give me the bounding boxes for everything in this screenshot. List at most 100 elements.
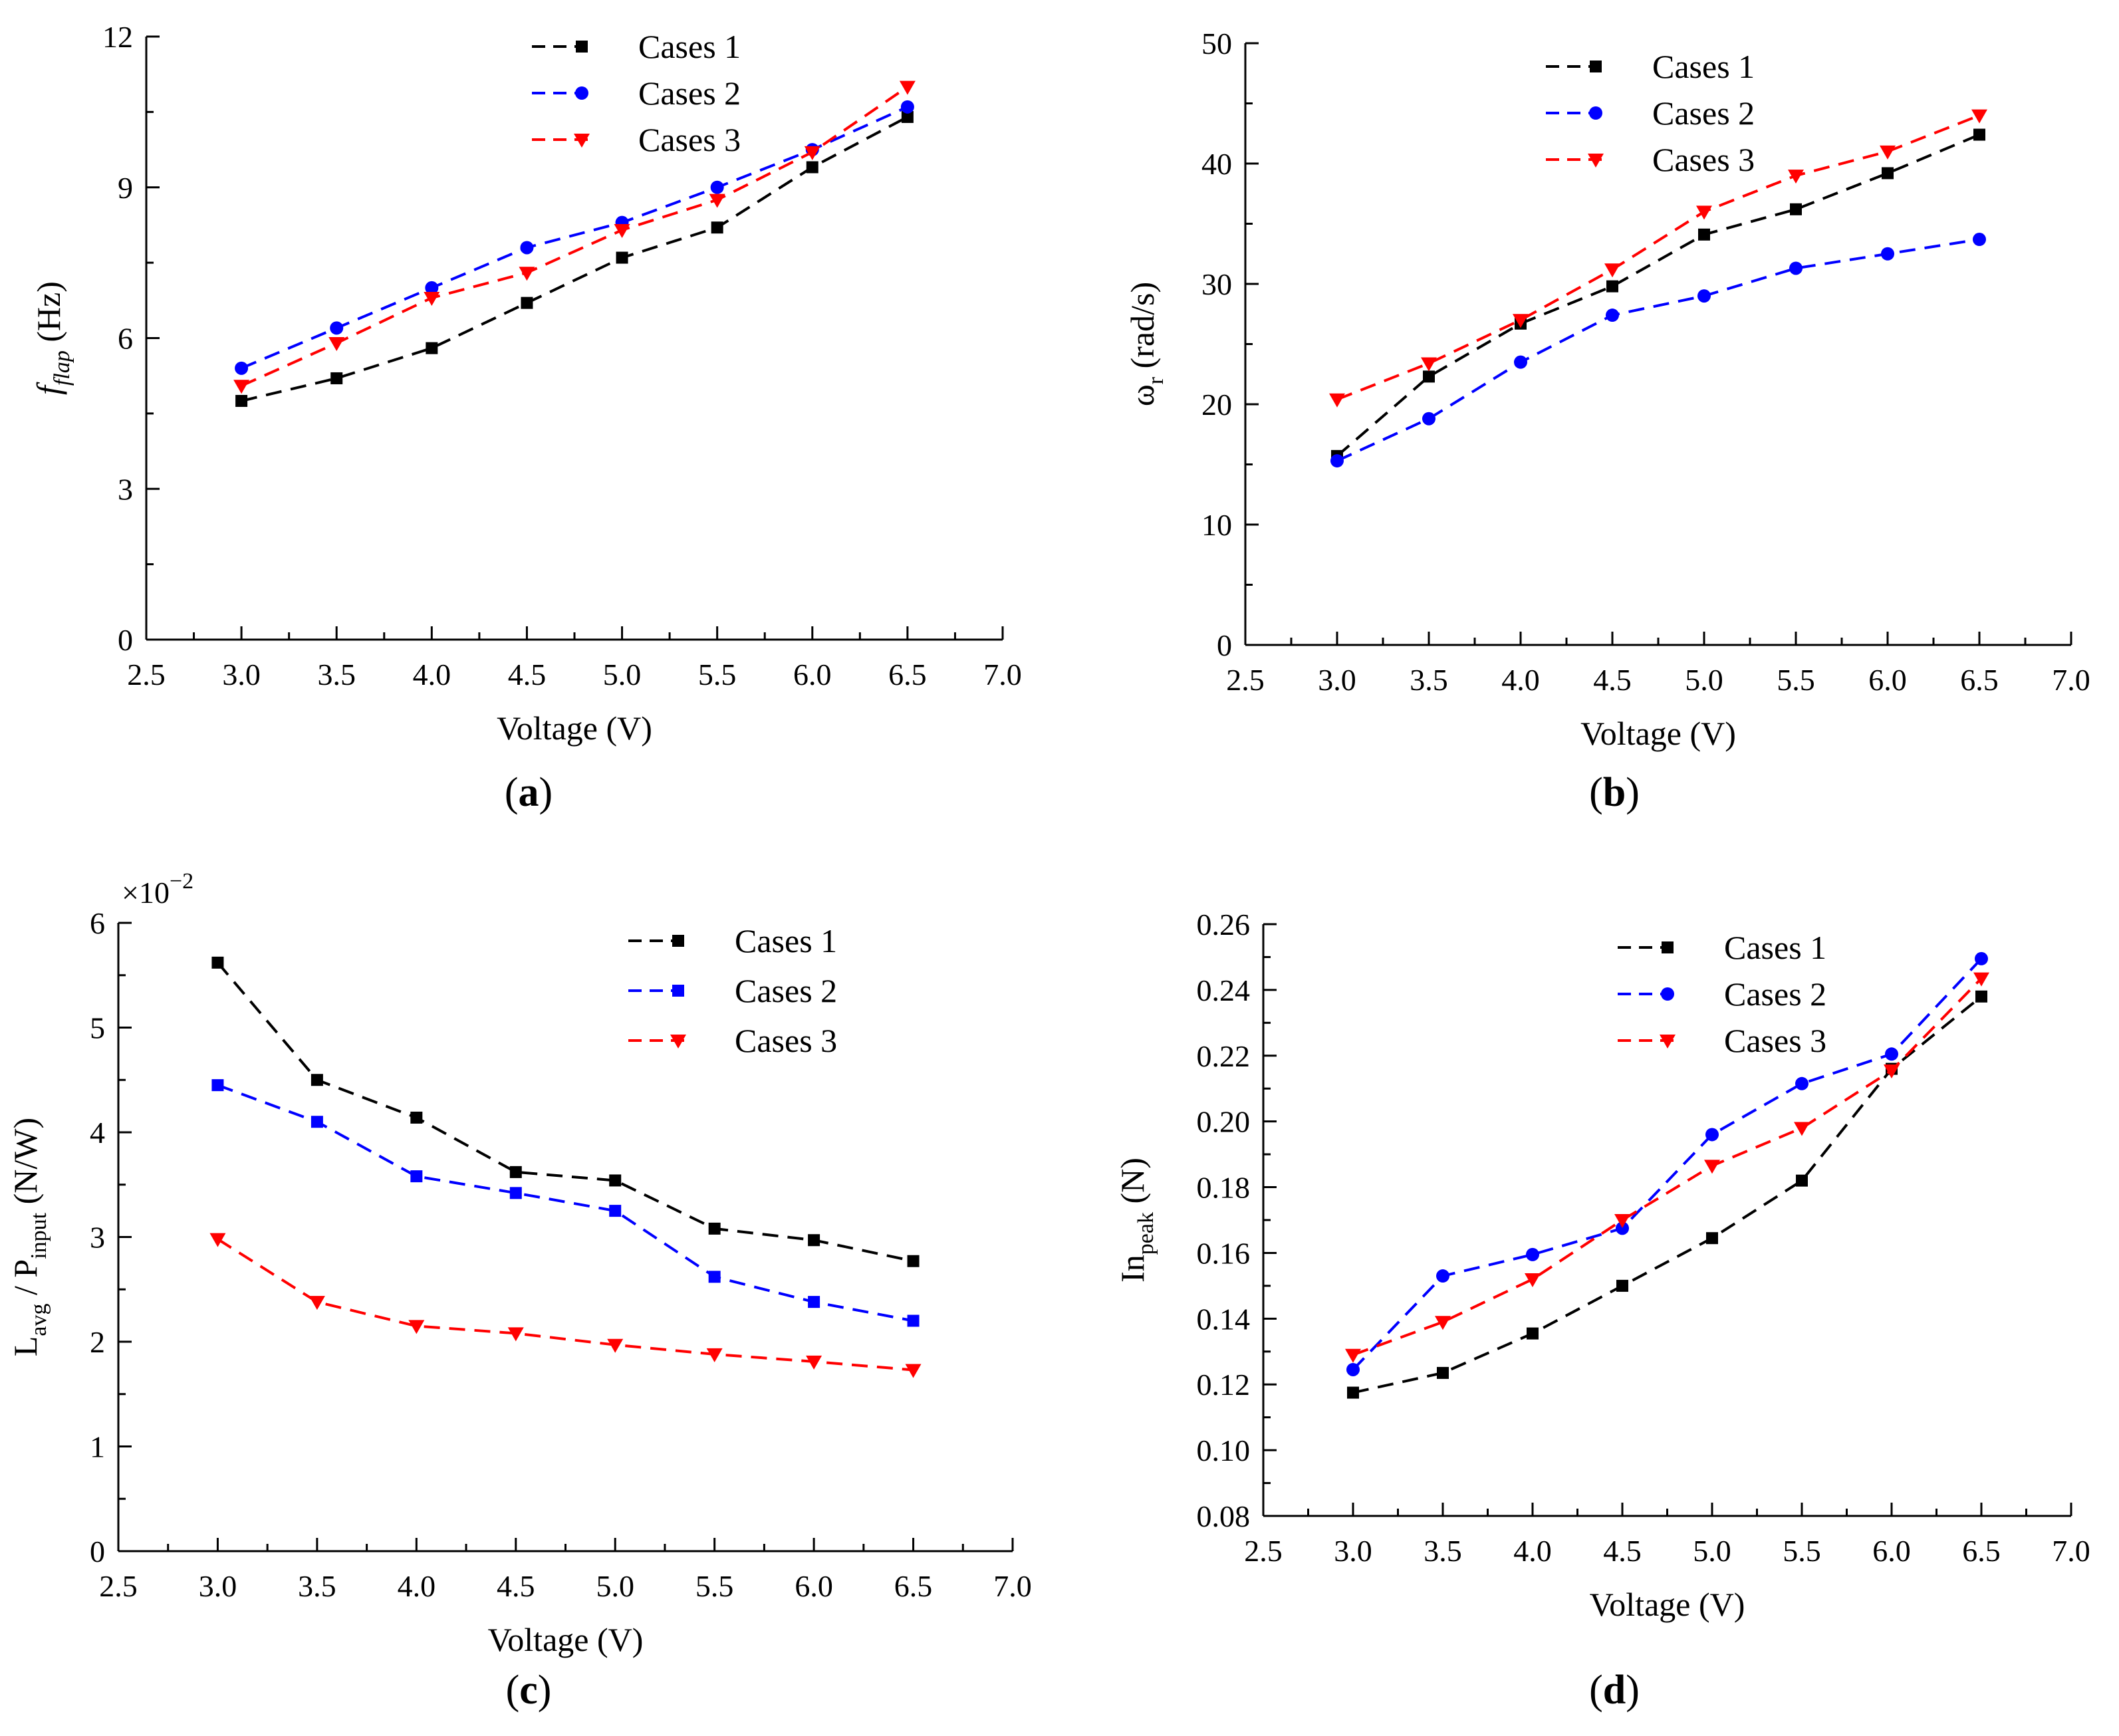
y-tick-label: 0 xyxy=(90,1535,105,1568)
x-tick-label: 4.5 xyxy=(497,1569,535,1603)
y-tick-label: 0.24 xyxy=(1197,973,1251,1007)
data-point-square xyxy=(1796,1174,1808,1187)
data-point-square xyxy=(1975,990,1987,1003)
x-tick-label: 6.5 xyxy=(894,1569,933,1603)
series-3 xyxy=(1329,109,1987,408)
data-point-square xyxy=(1882,167,1894,180)
data-point-square xyxy=(410,1111,423,1124)
series-line xyxy=(1352,977,1983,1356)
y-multiplier: ×10−2 xyxy=(122,869,193,910)
chart-panel-d: 2.5 3.0 3.5 4.0 4.5 5.0 5.5 6.0 6.5 7.0 0.08 0.10 0.… xyxy=(1114,908,2090,1713)
y-tick-label: 0.20 xyxy=(1197,1105,1251,1139)
x-tick-label: 4.0 xyxy=(1513,1534,1552,1568)
data-point-square xyxy=(1606,280,1618,293)
x-axis-label: Voltage (V) xyxy=(488,1621,644,1658)
x-tick-label: 3.5 xyxy=(317,658,356,691)
series-2 xyxy=(235,100,914,375)
data-point-square xyxy=(330,372,343,384)
data-point-circle xyxy=(1346,1362,1360,1376)
y-tick-label: 0.16 xyxy=(1197,1236,1251,1270)
x-tick-label: 7.0 xyxy=(983,658,1022,691)
x-tick-label: 6.0 xyxy=(793,658,832,691)
panel-label-open: ( xyxy=(1589,770,1603,815)
series-1 xyxy=(211,956,920,1267)
legend-entry: Cases 1 xyxy=(735,922,837,959)
x-tick-label: 5.5 xyxy=(1783,1534,1821,1568)
series-line xyxy=(1352,995,1983,1394)
data-point-square xyxy=(1662,941,1674,953)
series-line xyxy=(1352,957,1983,1371)
y-tick-label: 6 xyxy=(90,906,105,940)
x-tick-label: 3.5 xyxy=(298,1569,336,1603)
panel-label: (b) xyxy=(1589,770,1640,815)
data-point-square xyxy=(1706,1232,1718,1245)
data-point-square xyxy=(1590,61,1602,72)
data-point-circle xyxy=(1422,412,1435,426)
legend-entry: Cases 1 xyxy=(1724,929,1826,966)
x-tick-label: 6.5 xyxy=(888,658,927,691)
panel-label-close: ) xyxy=(1626,770,1640,815)
x-tick-label: 3.0 xyxy=(1318,663,1356,697)
panel-label: (a) xyxy=(505,770,553,815)
data-point-square xyxy=(907,1255,920,1267)
series-line xyxy=(1336,114,1980,401)
panel-label-letter: b xyxy=(1603,770,1626,815)
data-point-triangle xyxy=(806,1355,822,1370)
x-tick-label: 3.0 xyxy=(199,1569,237,1603)
y-tick-label: 0.22 xyxy=(1197,1039,1251,1073)
data-point-triangle xyxy=(309,1296,325,1310)
data-point-square xyxy=(1698,228,1710,241)
y-tick-label: 0.08 xyxy=(1197,1499,1251,1533)
data-point-square xyxy=(907,1314,920,1327)
data-point-square xyxy=(311,1116,323,1128)
data-point-triangle xyxy=(905,1364,922,1378)
data-point-triangle xyxy=(233,380,250,394)
data-point-triangle xyxy=(1604,263,1620,278)
panel-label-letter: a xyxy=(519,770,539,815)
y-tick-label: 20 xyxy=(1201,388,1232,422)
data-point-square xyxy=(609,1205,622,1217)
data-point-square xyxy=(211,1079,224,1092)
data-point-triangle xyxy=(1421,357,1437,372)
series-2 xyxy=(1330,233,1986,468)
data-point-triangle xyxy=(1345,1348,1361,1363)
y-label-unit: (Hz) xyxy=(30,281,67,350)
data-point-circle xyxy=(575,86,588,100)
data-point-square xyxy=(711,221,723,234)
x-tick-label: 2.5 xyxy=(1226,663,1265,697)
data-point-triangle xyxy=(1435,1316,1451,1330)
legend-entry: Cases 3 xyxy=(1652,141,1755,178)
x-tick-label: 3.0 xyxy=(222,658,261,691)
data-point-circle xyxy=(1973,233,1986,247)
y-tick-label: 0.18 xyxy=(1197,1171,1251,1205)
multiplier-exponent: −2 xyxy=(170,869,193,894)
series-1 xyxy=(1331,128,1985,462)
x-tick-label: 4.5 xyxy=(1593,663,1632,697)
x-tick-label: 2.5 xyxy=(99,1569,138,1603)
data-point-circle xyxy=(1616,1221,1629,1235)
data-point-triangle xyxy=(424,292,440,307)
legend-entry: Cases 1 xyxy=(638,28,741,65)
y-label-subscript: flap xyxy=(50,350,74,386)
data-point-square xyxy=(708,1271,721,1283)
data-point-square xyxy=(1527,1327,1539,1340)
data-point-triangle xyxy=(607,1338,624,1353)
data-point-triangle xyxy=(519,267,535,281)
data-point-triangle xyxy=(1884,1064,1900,1079)
data-point-circle xyxy=(1589,106,1602,120)
data-point-circle xyxy=(1526,1247,1539,1261)
legend-entry: Cases 3 xyxy=(735,1022,837,1059)
series-line xyxy=(1336,133,1980,457)
legend: Cases 1 Cases 2 Cases 3 xyxy=(628,922,837,1059)
panel-label-open: ( xyxy=(505,770,519,815)
y-tick-label: 5 xyxy=(90,1011,105,1045)
data-point-triangle xyxy=(804,146,820,160)
data-point-circle xyxy=(900,100,914,114)
data-point-circle xyxy=(1881,247,1894,261)
y-tick-label: 6 xyxy=(118,322,133,356)
data-point-circle xyxy=(1975,951,1988,965)
data-point-triangle xyxy=(1704,1160,1720,1174)
data-point-triangle xyxy=(574,134,590,148)
data-point-triangle xyxy=(1973,972,1989,987)
